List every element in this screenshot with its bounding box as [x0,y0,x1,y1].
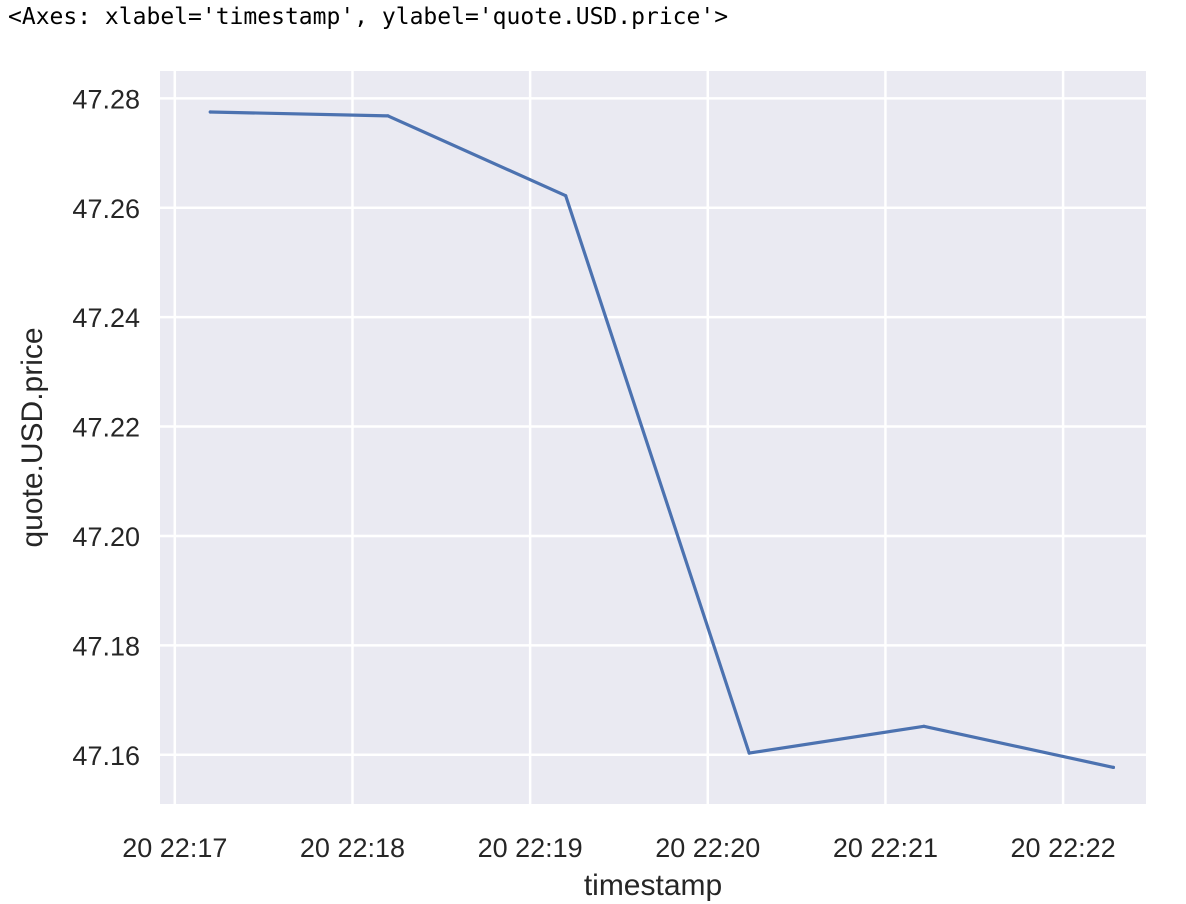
data-point [747,751,751,755]
x-gridlines [173,71,1065,804]
y-axis-label: quote.USD.price [16,327,49,547]
output-repr-text: <Axes: xlabel='timestamp', ylabel='quote… [8,4,729,30]
data-point [208,110,212,114]
x-tick-labels: 20 22:17 20 22:18 20 22:19 20 22:20 20 22:21… [122,833,1115,863]
data-point [922,724,926,728]
y-tick-label: 47.22 [72,413,140,443]
data-point [386,114,390,118]
plot-area [160,71,1146,804]
data-point [1111,765,1116,769]
y-tick-labels: 47.28 47.26 47.24 47.22 47.20 47.18 47.16 [72,84,140,770]
x-tick-label: 20 22:20 [655,833,760,863]
y-tick-label: 47.24 [72,303,140,333]
x-axis-label: timestamp [584,869,722,902]
price-series-line [208,110,1116,770]
series-group [208,110,1116,770]
y-tick-label: 47.26 [72,194,140,224]
data-point [564,194,568,198]
x-tick-label: 20 22:19 [478,833,583,863]
y-tick-label: 47.20 [72,522,140,552]
x-tick-label: 20 22:21 [833,833,938,863]
y-tick-label: 47.28 [72,84,140,114]
y-gridlines [160,97,1146,757]
x-tick-label: 20 22:18 [300,833,405,863]
x-tick-label: 20 22:17 [122,833,227,863]
y-tick-label: 47.16 [72,741,140,771]
x-tick-label: 20 22:22 [1011,833,1116,863]
y-tick-label: 47.18 [72,631,140,661]
